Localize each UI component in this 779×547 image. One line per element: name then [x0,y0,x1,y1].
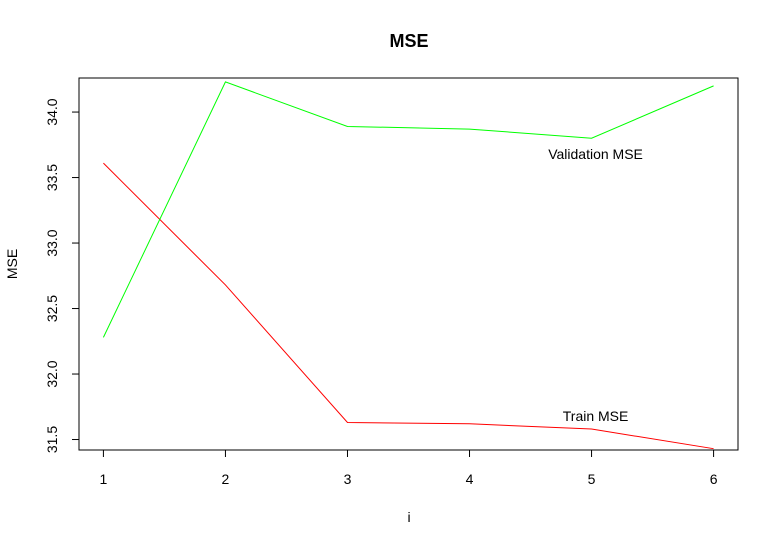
x-tick-label: 3 [344,471,352,487]
x-axis-label: i [407,509,410,525]
annotation-layer: Validation MSE Train MSE [548,146,643,424]
y-tick-label: 33.0 [44,229,60,256]
chart-title: MSE [389,31,428,51]
x-tick-label: 1 [100,471,108,487]
series-layer [102,81,714,450]
x-tick-label: 6 [710,471,718,487]
x-tick-label: 5 [588,471,596,487]
y-axis-label: MSE [4,249,20,279]
plot-frame [78,77,739,451]
x-tick-label: 2 [222,471,230,487]
y-tick-label: 34.0 [44,98,60,125]
x-tick-label: 4 [466,471,474,487]
x-axis: 1 2 3 4 5 6 [100,449,718,487]
annotation-label: Validation MSE [548,146,643,162]
annotation-label: Train MSE [563,408,629,424]
series-line-train-mse [103,162,714,450]
y-tick-label: 31.5 [44,426,60,453]
y-tick-label: 32.5 [44,295,60,322]
series-line-validation-mse [102,81,714,338]
y-tick-label: 33.5 [44,164,60,191]
y-axis: 31.5 32.0 32.5 33.0 33.5 34.0 [44,98,80,453]
y-tick-label: 32.0 [44,360,60,387]
